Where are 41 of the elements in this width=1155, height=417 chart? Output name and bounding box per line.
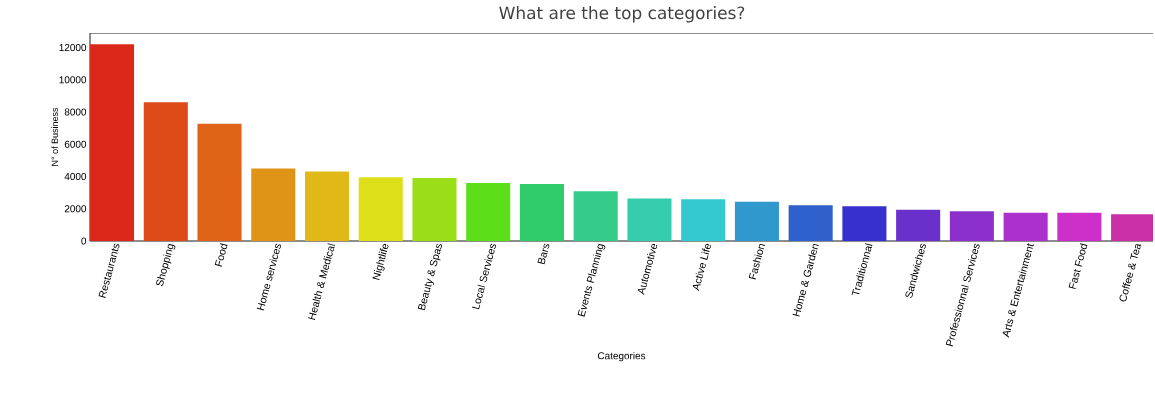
y-axis-title: N° of Business (51, 107, 58, 166)
bar (251, 168, 296, 241)
x-tick-label: Beauty & Spas (417, 243, 442, 311)
bar (197, 123, 242, 241)
y-tick-label: 6000 (64, 140, 87, 148)
bar (896, 209, 941, 241)
bar (90, 44, 135, 241)
x-tick-label: Active Life (692, 244, 711, 292)
x-tick-label: Nightlife (372, 244, 389, 281)
bar (466, 183, 511, 241)
bar (734, 201, 779, 241)
x-tick-label: Health & Medical (307, 243, 335, 320)
bar (949, 211, 994, 241)
bar (1003, 212, 1048, 241)
bar (842, 206, 887, 241)
chart-title: What are the top categories? (499, 6, 745, 23)
bar (788, 205, 833, 241)
y-tick-label: 4000 (64, 172, 87, 181)
bar (519, 183, 564, 241)
bar (627, 198, 672, 241)
bar (143, 102, 188, 241)
x-tick-label: Home services (256, 243, 281, 311)
y-tick-label: 12000 (59, 43, 87, 52)
y-tick-label: 10000 (59, 76, 87, 84)
x-tick-label: Local Services (472, 243, 496, 310)
x-tick-label: Food (214, 243, 228, 267)
x-tick-label: Coffee & Tea (1119, 244, 1142, 302)
bar (573, 191, 618, 241)
bar (304, 171, 350, 241)
y-tick-label: 0 (81, 237, 87, 245)
x-tick-label: Fashion (748, 244, 765, 280)
bar (1057, 212, 1102, 241)
x-tick-label: Fast Food (1068, 243, 1088, 290)
bar (412, 177, 457, 241)
bar (358, 177, 403, 241)
x-tick-label: Home & Garden (792, 244, 819, 317)
y-tick-label: 2000 (64, 205, 87, 213)
y-tick-label: 8000 (64, 108, 87, 116)
x-axis-title: Categories (597, 351, 646, 362)
x-tick-label: Bars (537, 243, 550, 265)
bar (681, 199, 726, 241)
